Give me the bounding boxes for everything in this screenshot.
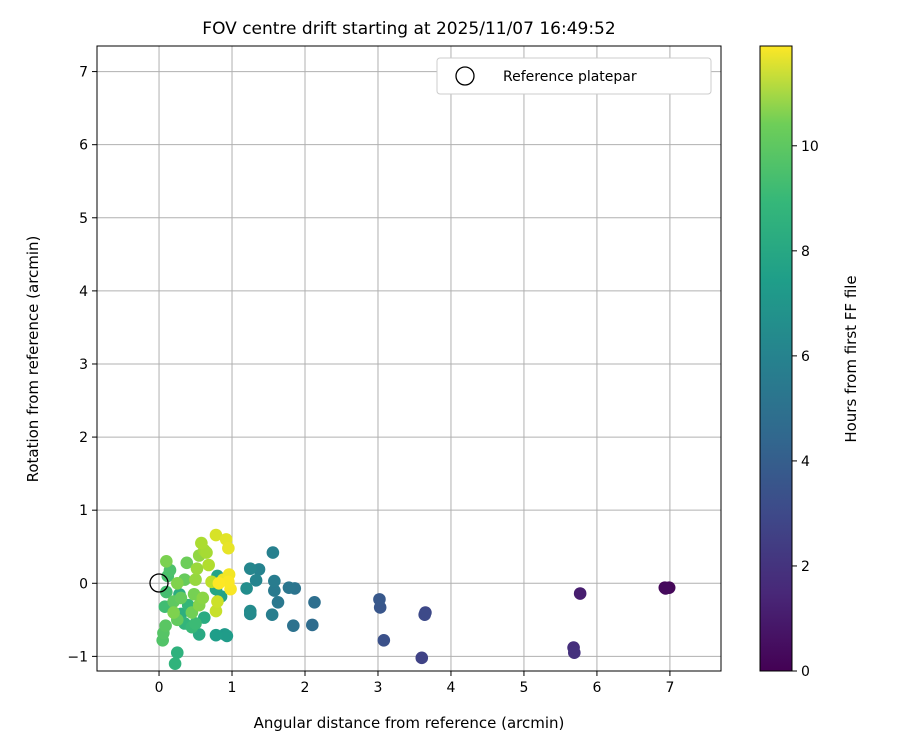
x-axis-label: Angular distance from reference (arcmin) [254,714,565,732]
x-tick-label: 6 [592,680,601,696]
data-point [240,582,253,595]
data-point [170,646,184,660]
colorbar-tick-label: 8 [801,244,810,260]
y-tick-label: 3 [79,357,88,373]
data-point [168,657,182,670]
data-point [220,629,234,643]
data-point [180,556,194,570]
colorbar-tick-label: 6 [801,349,810,365]
y-tick-label: 5 [79,211,88,227]
legend-entry-label: Reference platepar [503,69,637,85]
data-point [415,651,429,665]
colorbar-label: Hours from first FF file [842,275,860,442]
x-axis-ticks: 0 1 2 3 4 5 6 7 [155,671,674,696]
data-point [373,593,386,606]
data-point [209,604,223,618]
data-point [212,576,226,590]
data-point [249,574,263,587]
data-point [268,574,281,588]
chart-title: FOV centre drift starting at 2025/11/07 … [202,19,615,39]
data-point [170,576,184,590]
colorbar-tick-label: 2 [801,559,810,575]
data-point [174,591,188,605]
data-point [568,646,581,660]
x-tick-label: 0 [155,680,164,696]
x-tick-label: 4 [447,680,456,696]
data-point [573,587,587,600]
colorbar-tick-label: 4 [801,454,810,470]
x-tick-label: 3 [374,680,383,696]
y-axis-ticks: −1 0 1 2 3 4 5 6 7 [67,65,97,665]
data-point [202,558,215,572]
data-point [308,595,321,609]
data-point [305,618,319,632]
x-tick-label: 2 [301,680,310,696]
y-tick-label: 2 [79,430,88,446]
data-point [418,608,431,622]
data-point [189,573,202,586]
data-point [160,585,173,599]
data-point [190,562,204,575]
data-point [282,581,296,594]
y-tick-label: 1 [79,503,88,519]
plot-frame [96,45,722,672]
data-points [156,528,676,670]
y-tick-label: 7 [79,65,88,81]
colorbar: 0 2 4 6 8 10 Hours from first FF file [759,45,860,680]
legend-marker [455,66,475,86]
colorbar-ticks: 0 2 4 6 8 10 [792,139,819,680]
x-tick-label: 5 [519,680,528,696]
data-point [377,633,391,647]
data-point [189,617,202,630]
data-point [243,562,257,575]
data-point [271,595,285,609]
data-point [200,546,213,559]
data-point [222,575,235,589]
y-tick-label: 0 [79,576,88,592]
grid [97,46,721,671]
colorbar-gradient [759,45,793,672]
data-point [209,628,223,642]
data-point [211,595,224,608]
reference-marker [149,573,169,593]
data-point [287,619,300,632]
data-point [243,604,257,618]
data-point [159,619,172,632]
y-tick-label: 4 [79,284,88,300]
x-tick-label: 1 [228,680,237,696]
data-point [209,528,223,542]
data-point [268,584,281,597]
data-point [160,555,173,568]
y-axis-label: Rotation from reference (arcmin) [24,236,42,483]
data-point [167,606,180,619]
legend-box [436,57,712,95]
data-point [196,591,210,605]
data-point [659,582,672,595]
data-point [195,536,208,550]
y-tick-label: 6 [79,138,88,154]
data-point [265,608,279,622]
y-tick-label: −1 [67,649,88,665]
x-tick-label: 7 [665,680,674,696]
legend: Reference platepar [436,57,712,95]
colorbar-tick-label: 0 [801,664,810,680]
data-point [222,541,235,555]
data-point [266,546,280,559]
colorbar-tick-label: 10 [801,139,819,155]
